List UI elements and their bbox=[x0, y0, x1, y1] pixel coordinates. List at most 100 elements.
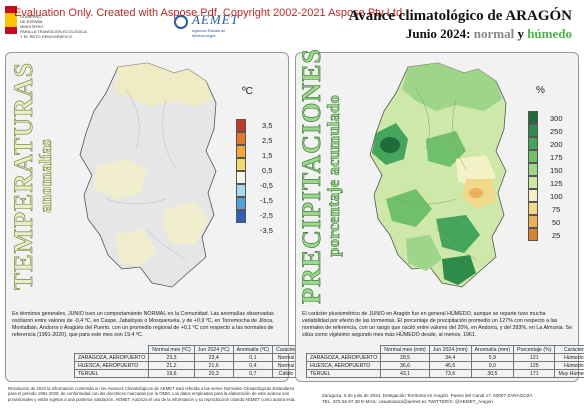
temperature-title-block: TEMPERATURAS anomalías bbox=[9, 61, 56, 291]
table-cell: 0,7 bbox=[232, 369, 274, 378]
spain-flag-icon bbox=[5, 6, 17, 36]
government-label: GOBIERNO DE ESPAÑA MINISTERIO PARA LA TR… bbox=[20, 14, 87, 39]
temperature-legend-unit: ºC bbox=[242, 86, 253, 97]
table-cell: ZARAGOZA, AEROPUERTO bbox=[73, 353, 150, 362]
table-header-row: Normal mes (ºC) Jun 2024 (ºC) Anomalía (… bbox=[75, 345, 301, 354]
temperature-title: TEMPERATURAS bbox=[9, 61, 39, 291]
precipitation-legend-label: 150 bbox=[550, 166, 563, 175]
precipitation-legend-swatch bbox=[528, 111, 538, 124]
precipitation-table: Normal mes (mm) Jun 2024 (mm) Anomalía (… bbox=[305, 345, 584, 378]
temperature-legend-swatch bbox=[236, 171, 246, 184]
precipitation-legend-swatch bbox=[528, 163, 538, 176]
subtitle-and: y bbox=[517, 26, 524, 41]
table-cell: 34,4 bbox=[428, 353, 472, 362]
precipitation-legend-label: 175 bbox=[550, 153, 563, 162]
footer-contact: Zaragoza, 5 de julio de 2024. Delegación… bbox=[322, 393, 533, 404]
table-cell: HUESCA, AEROPUERTO bbox=[73, 361, 150, 370]
precipitation-legend-swatch bbox=[528, 202, 538, 215]
table-cell: 125 bbox=[513, 361, 556, 370]
precipitation-legend-swatch bbox=[528, 215, 538, 228]
precipitation-legend-label: 125 bbox=[550, 179, 563, 188]
table-cell: 36,6 bbox=[380, 361, 430, 370]
table-header-cell: Carácter bbox=[554, 345, 584, 354]
aemet-logo-icon bbox=[174, 15, 188, 29]
table-cell: 19,6 bbox=[148, 369, 195, 378]
temperature-panel: TEMPERATURAS anomalías ºC 3,5 2,5 1,5 0,… bbox=[5, 52, 301, 382]
temperature-legend-label: -2,5 bbox=[260, 211, 273, 220]
table-cell: 20,3 bbox=[193, 369, 234, 378]
precipitation-legend-swatch bbox=[528, 150, 538, 163]
table-cell: 121 bbox=[513, 353, 556, 362]
temperature-legend-label: -3,5 bbox=[260, 226, 273, 235]
precipitation-legend-label: 250 bbox=[550, 127, 563, 136]
table-cell: Húmedo bbox=[554, 353, 584, 362]
footer-contact-line: TEL. 976 56 97 38 E-MAIL: usuariosara@ae… bbox=[322, 398, 493, 404]
temperature-legend-label: -1,5 bbox=[260, 196, 273, 205]
precipitation-legend-label: 300 bbox=[550, 114, 563, 123]
precipitation-title-block: PRECIPITACIONES porcentaje acumulado bbox=[297, 48, 344, 304]
precipitation-legend-swatch bbox=[528, 228, 538, 241]
temperature-subtitle: anomalías bbox=[36, 139, 56, 213]
table-cell: Muy Húmedo bbox=[554, 369, 584, 378]
temperature-legend-label: 0,5 bbox=[262, 166, 273, 175]
table-cell: TERUEL bbox=[73, 369, 150, 378]
page-subtitle: Junio 2024: normal y húmedo bbox=[406, 26, 572, 42]
agency-subtitle: Agencia Estatal de Meteorología bbox=[192, 28, 226, 38]
table-header-cell: Normal mes (ºC) bbox=[148, 345, 195, 354]
precipitation-legend-label: 75 bbox=[552, 205, 561, 214]
precipitation-legend-swatch bbox=[528, 137, 538, 150]
watermark: Evaluation Only. Created with Aspose.Pdf… bbox=[14, 7, 406, 19]
subtitle-humid: húmedo bbox=[527, 26, 572, 41]
temperature-legend-label: 3,5 bbox=[262, 121, 273, 130]
precipitation-legend-label: 200 bbox=[550, 140, 563, 149]
precipitation-legend-label: 50 bbox=[552, 218, 561, 227]
table-header-cell: Normal mes (mm) bbox=[380, 345, 430, 354]
precipitation-title: PRECIPITACIONES bbox=[297, 48, 327, 304]
header: GOBIERNO DE ESPAÑA MINISTERIO PARA LA TR… bbox=[0, 0, 584, 48]
table-cell: 5,9 bbox=[470, 353, 515, 362]
subtitle-prefix: Junio 2024: bbox=[405, 26, 471, 41]
table-cell: 9,0 bbox=[470, 361, 515, 370]
precipitation-legend-label: 100 bbox=[550, 192, 563, 201]
table-header-row: Normal mes (mm) Jun 2024 (mm) Anomalía (… bbox=[307, 345, 584, 354]
precipitation-description: El carácter pluviométrico de JUNIO en Ar… bbox=[302, 311, 573, 338]
table-header-cell bbox=[75, 346, 149, 354]
table-cell: 43,1 bbox=[380, 369, 430, 378]
precipitation-legend-swatch bbox=[528, 124, 538, 137]
footer-disclaimer: Resolución de 2023 la información conten… bbox=[8, 386, 296, 402]
precipitation-percentage-map bbox=[369, 62, 507, 288]
temperature-legend-label: 2,5 bbox=[262, 136, 273, 145]
table-row: TERUEL 43,1 73,6 30,5 171 Muy Húmedo bbox=[305, 369, 584, 378]
precipitation-subtitle: porcentaje acumulado bbox=[324, 95, 344, 257]
subtitle-normal: normal bbox=[473, 26, 515, 41]
table-header-cell: Porcentaje (%) bbox=[513, 345, 556, 354]
table-cell: 0,1 bbox=[232, 353, 274, 362]
temperature-legend-label: -0,5 bbox=[260, 181, 273, 190]
temperature-legend-swatch bbox=[236, 210, 246, 223]
table-row: ZARAGOZA, AEROPUERTO 28,5 34,4 5,9 121 H… bbox=[305, 353, 584, 362]
table-cell: ZARAGOZA, AEROPUERTO bbox=[305, 353, 382, 362]
table-header-cell bbox=[307, 346, 381, 354]
table-cell: 73,6 bbox=[428, 369, 472, 378]
table-cell: Húmedo bbox=[554, 361, 584, 370]
table-row: HUESCA, AEROPUERTO 36,6 45,6 9,0 125 Húm… bbox=[305, 361, 584, 370]
table-cell: 23,4 bbox=[193, 353, 234, 362]
table-cell: 23,3 bbox=[148, 353, 195, 362]
table-header-cell: Anomalía (ºC) bbox=[232, 345, 274, 354]
temperature-legend-swatch bbox=[236, 145, 246, 158]
temperature-legend-swatch bbox=[236, 184, 246, 197]
temperature-legend-swatch bbox=[236, 158, 246, 171]
temperature-legend-swatch bbox=[236, 197, 246, 210]
table-row: ZARAGOZA, AEROPUERTO 23,3 23,4 0,1 Norma… bbox=[73, 353, 301, 362]
table-cell: 30,5 bbox=[470, 369, 515, 378]
precipitation-legend-label: 25 bbox=[552, 231, 561, 240]
agency-name: AEMET bbox=[192, 12, 239, 27]
table-cell: 171 bbox=[513, 369, 556, 378]
table-cell: 0,4 bbox=[232, 361, 274, 370]
temperature-table: Normal mes (ºC) Jun 2024 (ºC) Anomalía (… bbox=[73, 345, 301, 378]
page-title: Avance climatológico de ARAGÓN bbox=[348, 8, 572, 24]
table-header-cell: Jun 2024 (ºC) bbox=[193, 345, 234, 354]
table-cell: 21,6 bbox=[193, 361, 234, 370]
aemet-logo: AEMET Agencia Estatal de Meteorología bbox=[174, 12, 248, 38]
temperature-legend-swatch bbox=[236, 119, 246, 132]
